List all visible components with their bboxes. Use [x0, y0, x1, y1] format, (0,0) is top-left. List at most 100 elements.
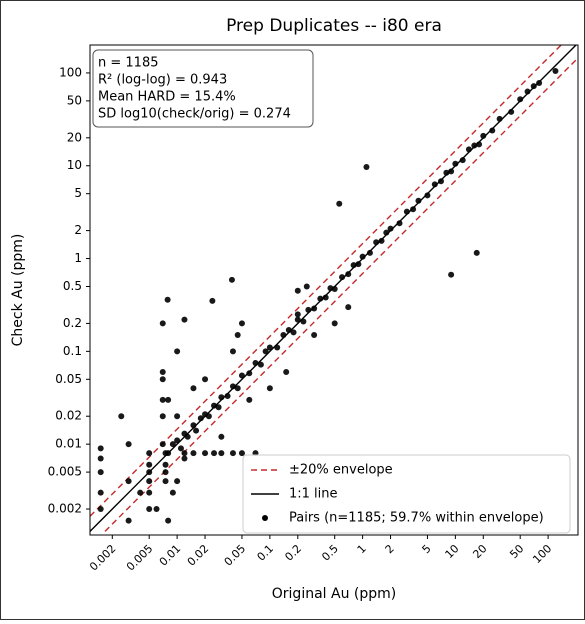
point [396, 220, 403, 227]
point [146, 506, 153, 513]
point [383, 229, 390, 236]
point [190, 385, 197, 392]
point [97, 506, 104, 513]
point [97, 445, 104, 452]
legend-box [242, 454, 571, 534]
point [146, 461, 153, 468]
point [181, 455, 188, 462]
legend-label: ±20% envelope [289, 463, 393, 478]
point [262, 348, 269, 355]
point [359, 253, 366, 260]
point [159, 376, 166, 383]
point [229, 383, 236, 390]
point [190, 450, 197, 457]
point [218, 394, 225, 401]
point [97, 489, 104, 496]
y-tick-label: 0.02 [55, 409, 82, 423]
point [146, 489, 153, 496]
axes-frame [89, 44, 579, 536]
point [153, 506, 160, 513]
y-tick-label: 100 [59, 65, 82, 79]
point [552, 67, 559, 74]
y-tick-label: 10 [67, 158, 82, 172]
point [211, 450, 218, 457]
point [181, 450, 188, 457]
point [410, 206, 417, 213]
point [118, 413, 125, 420]
point [229, 450, 236, 457]
point [159, 441, 166, 448]
y-tick-label: 0.01 [55, 437, 82, 451]
point [177, 445, 184, 452]
point [238, 320, 245, 327]
annotation: R² (log-log) = 0.943 [98, 73, 227, 88]
point [452, 160, 459, 167]
point [159, 396, 166, 403]
point [448, 271, 455, 278]
point [294, 287, 301, 294]
point [159, 413, 166, 420]
point [224, 393, 231, 400]
point [162, 450, 169, 457]
point [303, 283, 310, 290]
y-tick-label: 1 [74, 251, 82, 265]
point [205, 413, 212, 420]
point [489, 127, 496, 134]
reference-line [90, 45, 563, 517]
point [345, 271, 352, 278]
point [234, 385, 241, 392]
point [471, 142, 478, 149]
point [246, 396, 253, 403]
plot-area [90, 45, 578, 532]
point [283, 368, 290, 375]
point [162, 461, 169, 468]
point [459, 157, 466, 164]
point [290, 329, 297, 336]
point [146, 450, 153, 457]
point [339, 274, 346, 281]
point [448, 168, 455, 175]
point [257, 361, 264, 368]
point [146, 478, 153, 485]
point [165, 396, 172, 403]
y-tick-label: 0.1 [63, 344, 82, 358]
point [174, 413, 181, 420]
point [215, 404, 222, 411]
point [305, 306, 312, 313]
point [280, 332, 287, 339]
point [311, 332, 318, 339]
point [169, 489, 176, 496]
point [159, 320, 166, 327]
chart-title: Prep Duplicates -- i80 era [226, 16, 442, 36]
point [218, 433, 225, 440]
point [97, 455, 104, 462]
point [496, 115, 503, 122]
point [164, 296, 171, 303]
y-tick-label: 5 [74, 186, 82, 200]
point [294, 311, 301, 318]
y-tick-label: 0.05 [55, 372, 82, 386]
annotation: Mean HARD = 15.4% [98, 90, 236, 105]
point [322, 294, 329, 301]
point [317, 295, 324, 302]
point [517, 96, 524, 103]
point [162, 469, 169, 476]
point [373, 239, 380, 246]
y-tick-label: 50 [67, 93, 82, 107]
point [202, 376, 209, 383]
point [137, 489, 144, 496]
point [218, 450, 225, 457]
annotation-box [92, 49, 314, 128]
point [536, 79, 543, 86]
y-tick-label: 0.5 [63, 279, 82, 293]
point [252, 359, 259, 366]
point [476, 141, 483, 148]
annotation: SD log10(check/orig) = 0.274 [98, 107, 291, 122]
point [415, 197, 422, 204]
legend-label: Pairs (n=1185; 59.7% within envelope) [289, 511, 544, 526]
legend-swatch [262, 515, 268, 521]
point [355, 261, 362, 268]
point [524, 88, 531, 95]
y-axis-label: Check Au (ppm) [10, 234, 26, 347]
